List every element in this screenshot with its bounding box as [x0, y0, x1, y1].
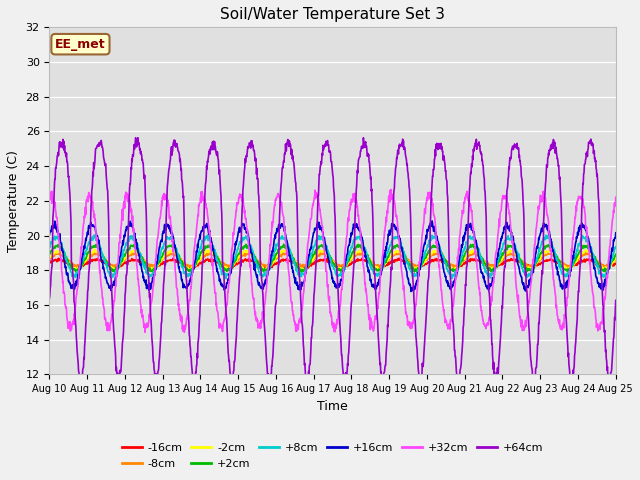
+32cm: [298, 305, 306, 311]
-16cm: [612, 261, 620, 266]
-8cm: [90, 250, 97, 256]
-8cm: [55, 250, 63, 255]
+2cm: [298, 267, 306, 273]
-2cm: [308, 258, 316, 264]
+2cm: [308, 254, 316, 260]
-8cm: [298, 263, 306, 269]
Line: +64cm: +64cm: [49, 138, 616, 389]
Line: -8cm: -8cm: [49, 252, 616, 267]
+8cm: [45, 242, 53, 248]
Title: Soil/Water Temperature Set 3: Soil/Water Temperature Set 3: [220, 7, 445, 22]
+2cm: [612, 252, 620, 257]
-2cm: [286, 251, 294, 257]
+16cm: [113, 272, 120, 278]
-8cm: [45, 256, 53, 262]
+8cm: [368, 266, 376, 272]
-2cm: [90, 246, 98, 252]
+32cm: [286, 284, 294, 290]
+2cm: [90, 243, 97, 249]
-2cm: [113, 265, 120, 271]
+64cm: [45, 295, 53, 301]
+16cm: [612, 230, 620, 236]
+64cm: [134, 135, 141, 141]
Line: +16cm: +16cm: [49, 221, 616, 291]
-16cm: [148, 266, 156, 272]
+8cm: [113, 267, 120, 273]
-8cm: [413, 264, 420, 270]
Y-axis label: Temperature (C): Temperature (C): [7, 150, 20, 252]
+64cm: [308, 324, 316, 330]
+16cm: [298, 283, 305, 288]
Line: -2cm: -2cm: [49, 249, 616, 271]
+32cm: [45, 193, 53, 199]
Line: -16cm: -16cm: [49, 258, 616, 269]
+2cm: [286, 250, 294, 255]
+2cm: [368, 263, 376, 268]
-16cm: [395, 255, 403, 261]
+2cm: [280, 241, 287, 247]
+32cm: [368, 325, 376, 331]
-2cm: [45, 254, 53, 260]
-2cm: [368, 261, 376, 266]
+32cm: [90, 208, 97, 214]
Line: +2cm: +2cm: [49, 244, 616, 272]
-2cm: [600, 268, 608, 274]
-8cm: [286, 252, 294, 258]
+64cm: [113, 364, 120, 370]
+16cm: [428, 218, 436, 224]
+32cm: [180, 329, 188, 335]
-16cm: [45, 259, 53, 265]
+64cm: [340, 386, 348, 392]
-16cm: [113, 264, 120, 270]
-16cm: [286, 258, 294, 264]
+8cm: [448, 276, 456, 281]
+64cm: [90, 173, 97, 179]
-16cm: [90, 257, 97, 263]
+8cm: [612, 244, 620, 250]
+16cm: [90, 224, 97, 229]
+8cm: [286, 247, 294, 252]
+8cm: [90, 236, 97, 242]
-16cm: [368, 262, 376, 268]
-16cm: [298, 265, 306, 271]
+16cm: [308, 240, 316, 246]
Legend: -16cm, -8cm, -2cm, +2cm, +8cm, +16cm, +32cm, +64cm: -16cm, -8cm, -2cm, +2cm, +8cm, +16cm, +3…: [118, 439, 548, 473]
Text: EE_met: EE_met: [55, 38, 106, 51]
+32cm: [308, 206, 316, 212]
-8cm: [612, 256, 620, 262]
-8cm: [113, 261, 120, 267]
+8cm: [298, 270, 306, 276]
+32cm: [612, 194, 620, 200]
Line: +32cm: +32cm: [49, 190, 616, 332]
+2cm: [45, 251, 53, 256]
+2cm: [113, 266, 120, 272]
+16cm: [45, 232, 53, 238]
-2cm: [298, 266, 306, 272]
+32cm: [387, 187, 395, 192]
Line: +8cm: +8cm: [49, 235, 616, 278]
+32cm: [113, 272, 120, 277]
+2cm: [413, 269, 421, 275]
-2cm: [90, 250, 97, 255]
+64cm: [298, 320, 306, 326]
-8cm: [368, 261, 376, 266]
-8cm: [308, 257, 316, 263]
+64cm: [612, 298, 620, 303]
+64cm: [286, 142, 294, 148]
-16cm: [308, 261, 316, 266]
+64cm: [369, 204, 376, 210]
+8cm: [308, 251, 316, 256]
+8cm: [204, 232, 212, 238]
+16cm: [407, 288, 415, 294]
+16cm: [286, 252, 294, 258]
X-axis label: Time: Time: [317, 400, 348, 413]
+16cm: [368, 282, 376, 288]
-2cm: [612, 255, 620, 261]
